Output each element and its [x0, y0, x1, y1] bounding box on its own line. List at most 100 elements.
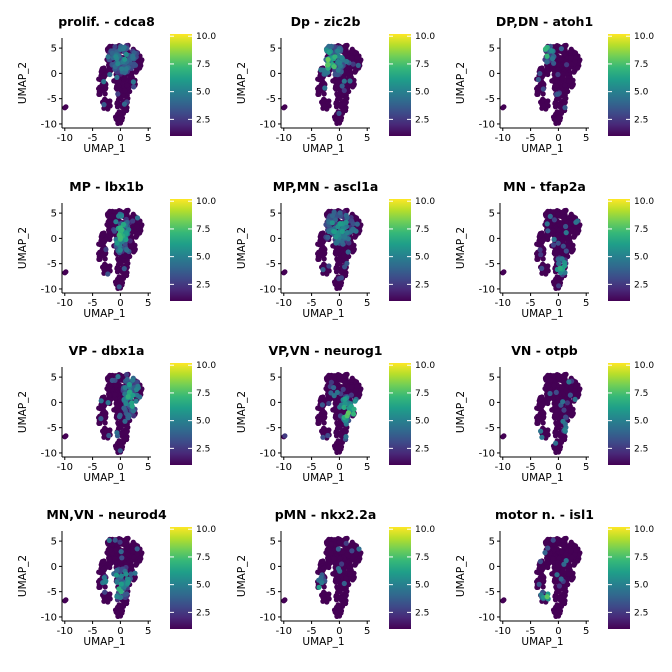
cell-point — [124, 247, 130, 253]
cell-point — [315, 251, 321, 257]
cell-point — [100, 238, 106, 244]
x-tick-label: -5 — [88, 133, 98, 144]
cell-point — [342, 396, 348, 402]
cell-point — [331, 229, 337, 235]
y-tick-label: -10 — [479, 284, 495, 295]
cell-point — [551, 217, 558, 223]
cell-point — [560, 71, 566, 77]
panel-title: VN - otpb — [511, 343, 578, 358]
cell-point — [107, 383, 113, 389]
cell-point — [336, 120, 343, 126]
cell-point — [572, 59, 578, 65]
point-cloud — [281, 42, 364, 126]
cell-point — [122, 252, 128, 259]
cell-point — [130, 213, 136, 219]
cell-point — [556, 62, 562, 69]
cell-point — [340, 386, 346, 392]
feature-panel: VP - dbx1a-10 -5 0 550-5-10UMAP_1UMAP_210.0… — [17, 343, 216, 484]
cell-point — [336, 438, 342, 444]
cell-point — [343, 212, 349, 218]
x-tick-label: 5 — [364, 462, 370, 473]
cell-point — [546, 68, 552, 74]
cell-point — [105, 400, 111, 406]
cell-point — [539, 394, 545, 400]
cell-point — [125, 394, 131, 400]
colorbar-tick-label: 5.0 — [634, 417, 649, 427]
cell-point — [553, 440, 559, 446]
cell-point — [118, 581, 124, 587]
y-tick-label: 5 — [51, 537, 57, 548]
cell-point — [124, 260, 130, 266]
cell-point — [132, 247, 138, 253]
cell-point — [123, 66, 129, 72]
cell-point — [548, 48, 555, 54]
cell-point — [356, 558, 362, 564]
cell-point — [63, 433, 69, 439]
cell-point — [137, 230, 143, 236]
cell-point — [321, 91, 327, 97]
cell-point — [63, 597, 69, 603]
cell-point — [130, 408, 136, 414]
y-tick-label: -10 — [479, 448, 495, 459]
cell-point — [123, 600, 130, 606]
y-tick-label: -10 — [41, 448, 57, 459]
point-cloud — [281, 535, 364, 620]
cell-point — [345, 410, 351, 416]
cell-point — [123, 51, 129, 58]
cell-point — [96, 251, 102, 257]
cell-point — [102, 589, 108, 595]
cell-point — [562, 95, 568, 101]
cell-point — [556, 114, 562, 121]
cell-point — [118, 424, 124, 431]
cell-point — [501, 269, 507, 275]
cell-point — [131, 226, 137, 232]
y-axis-label: UMAP_2 — [17, 391, 29, 433]
x-axis-label: UMAP_1 — [302, 472, 344, 484]
cell-point — [560, 399, 566, 405]
cell-point — [130, 55, 136, 61]
y-tick-label: 0 — [489, 69, 495, 80]
colorbar-tick-label: 7.5 — [634, 225, 648, 235]
cell-point — [112, 537, 118, 543]
x-axis-label: UMAP_1 — [521, 143, 563, 155]
cell-point — [563, 223, 569, 230]
colorbar-tick-label: 7.5 — [196, 225, 210, 235]
x-tick-label: 0 — [117, 298, 123, 309]
cell-point — [540, 91, 546, 97]
point-cloud — [62, 371, 145, 455]
cell-point — [282, 104, 288, 110]
colorbar-tick-label: 5.0 — [196, 253, 211, 263]
cell-point — [107, 547, 113, 553]
cell-point — [542, 46, 549, 52]
x-axis-label: UMAP_1 — [302, 308, 344, 320]
cell-point — [101, 65, 107, 71]
cell-point — [562, 105, 568, 111]
cell-point — [351, 406, 357, 412]
cell-point — [339, 83, 345, 89]
cell-point — [123, 436, 130, 442]
point-cloud — [281, 207, 364, 291]
cell-point — [322, 85, 328, 91]
y-tick-label: 0 — [489, 234, 495, 245]
cell-point — [539, 434, 545, 440]
colorbar — [389, 199, 411, 301]
y-axis-label: UMAP_2 — [236, 62, 248, 104]
cell-point — [347, 78, 353, 84]
cell-point — [336, 449, 343, 455]
cell-point — [123, 107, 130, 113]
cell-point — [573, 383, 579, 389]
cell-point — [554, 79, 560, 85]
colorbar-tick-label: 2.5 — [196, 608, 210, 618]
cell-point — [109, 377, 115, 383]
cell-point — [351, 242, 357, 248]
y-tick-label: 5 — [270, 44, 276, 55]
cell-point — [550, 242, 557, 248]
feature-panel: VN - otpb-10 -5 0 550-5-10UMAP_1UMAP_210.07… — [455, 343, 654, 484]
colorbar — [170, 363, 192, 465]
cell-point — [538, 252, 544, 258]
cell-point — [554, 83, 560, 89]
cell-point — [320, 267, 326, 273]
cell-point — [114, 567, 120, 574]
cell-point — [100, 73, 106, 79]
cell-point — [552, 101, 558, 107]
